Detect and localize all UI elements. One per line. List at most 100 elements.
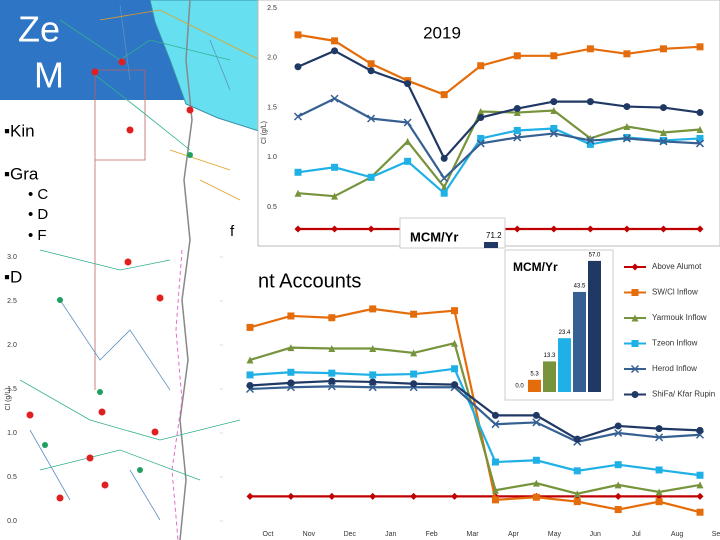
x-tick-label: Oct bbox=[263, 531, 274, 538]
marker bbox=[696, 225, 704, 233]
station bbox=[137, 467, 143, 473]
marker bbox=[550, 98, 558, 106]
marker bbox=[328, 377, 336, 385]
legend-label: Tzeon Inflow bbox=[652, 339, 698, 348]
road bbox=[99, 9, 261, 201]
y-tick-label: 1.5 bbox=[7, 386, 17, 393]
marker bbox=[513, 126, 521, 134]
marker bbox=[369, 305, 377, 313]
x-tick-label: Jan bbox=[385, 531, 396, 538]
x-tick-label: Jun bbox=[590, 531, 601, 538]
inset-value: 71.2 bbox=[486, 231, 502, 240]
bar bbox=[558, 338, 571, 392]
marker bbox=[659, 104, 667, 112]
bar-value-label: 43.5 bbox=[574, 284, 586, 290]
marker bbox=[367, 114, 376, 123]
marker bbox=[440, 154, 448, 162]
marker bbox=[549, 129, 558, 138]
bullet: ▪Gra bbox=[4, 164, 39, 183]
marker bbox=[550, 52, 558, 60]
marker bbox=[404, 137, 412, 145]
inset-title: MCM/Yr bbox=[410, 229, 458, 244]
marker bbox=[294, 189, 302, 197]
marker bbox=[586, 140, 594, 148]
y-tick-label: 3.0 bbox=[7, 254, 17, 261]
legend-label: Above Alumot bbox=[652, 262, 702, 271]
y-tick-label: 2.0 bbox=[7, 342, 17, 349]
marker bbox=[330, 94, 339, 103]
legend-marker bbox=[631, 391, 639, 398]
marker bbox=[477, 114, 485, 122]
y-tick-label: 2.5 bbox=[267, 5, 277, 12]
marker bbox=[614, 492, 622, 500]
marker bbox=[623, 122, 631, 130]
series-line bbox=[297, 49, 701, 161]
series-line bbox=[297, 97, 701, 180]
marker bbox=[623, 50, 631, 58]
bottom-chart: Cl (g/L) 0.0 0.5 1.0 1.5 2.0 2.5 3.0 Oct Nov Dec Ja… bbox=[0, 248, 720, 540]
marker bbox=[368, 383, 377, 392]
series-line bbox=[249, 367, 701, 477]
marker bbox=[410, 310, 418, 318]
station bbox=[118, 58, 126, 66]
marker bbox=[477, 108, 485, 116]
station bbox=[57, 297, 63, 303]
series-line bbox=[249, 385, 701, 443]
station bbox=[101, 481, 109, 489]
marker bbox=[695, 139, 705, 148]
bar bbox=[588, 260, 601, 392]
legend-marker bbox=[630, 364, 640, 374]
marker bbox=[614, 422, 622, 430]
marker bbox=[586, 45, 594, 53]
marker bbox=[573, 467, 581, 475]
chart-area bbox=[257, 0, 720, 247]
marker bbox=[477, 62, 485, 70]
station bbox=[26, 411, 34, 419]
x-tick-label: May bbox=[548, 531, 562, 538]
station bbox=[187, 152, 193, 158]
marker bbox=[655, 466, 663, 474]
marker bbox=[328, 314, 336, 322]
legend-label: SW/Cl Inflow bbox=[652, 288, 698, 297]
station bbox=[97, 389, 103, 395]
marker bbox=[477, 134, 485, 142]
marker bbox=[369, 345, 377, 353]
x-tick-label: Nov bbox=[303, 531, 316, 538]
bar-value-label: 13.3 bbox=[544, 353, 556, 359]
legend-label: ShiFa/ Kfar Rupin bbox=[652, 390, 715, 399]
marker bbox=[246, 371, 254, 379]
marker bbox=[246, 323, 254, 331]
y-tick-label: 0.5 bbox=[7, 474, 17, 481]
slide-text: ▪D nt Accounts bbox=[4, 267, 361, 292]
y-tick-label: 2.5 bbox=[7, 298, 17, 305]
marker bbox=[367, 225, 375, 233]
x-tick-label: Aug bbox=[671, 531, 684, 538]
marker bbox=[513, 133, 522, 142]
title-fragment: Ze bbox=[18, 9, 60, 50]
marker bbox=[623, 225, 631, 233]
stations bbox=[26, 58, 194, 502]
marker bbox=[513, 225, 521, 233]
marker bbox=[491, 411, 499, 419]
marker bbox=[451, 307, 459, 315]
map bbox=[19, 0, 263, 540]
sub-bullet: • D bbox=[28, 206, 48, 223]
x-tick-label: Mar bbox=[467, 531, 480, 538]
marker bbox=[476, 139, 485, 148]
marker bbox=[573, 498, 581, 506]
marker bbox=[451, 492, 459, 500]
marker bbox=[440, 174, 449, 183]
y-tick-label: 2.0 bbox=[267, 55, 277, 62]
marker bbox=[287, 492, 295, 500]
bar-value-label: 5.3 bbox=[530, 371, 539, 377]
stations bbox=[42, 152, 193, 473]
marker bbox=[328, 369, 336, 377]
legend-label: Yarmouk Inflow bbox=[652, 313, 707, 322]
marker bbox=[614, 506, 622, 514]
marker bbox=[410, 380, 418, 388]
marker bbox=[532, 479, 540, 487]
marker bbox=[246, 492, 254, 500]
marker bbox=[369, 371, 377, 379]
